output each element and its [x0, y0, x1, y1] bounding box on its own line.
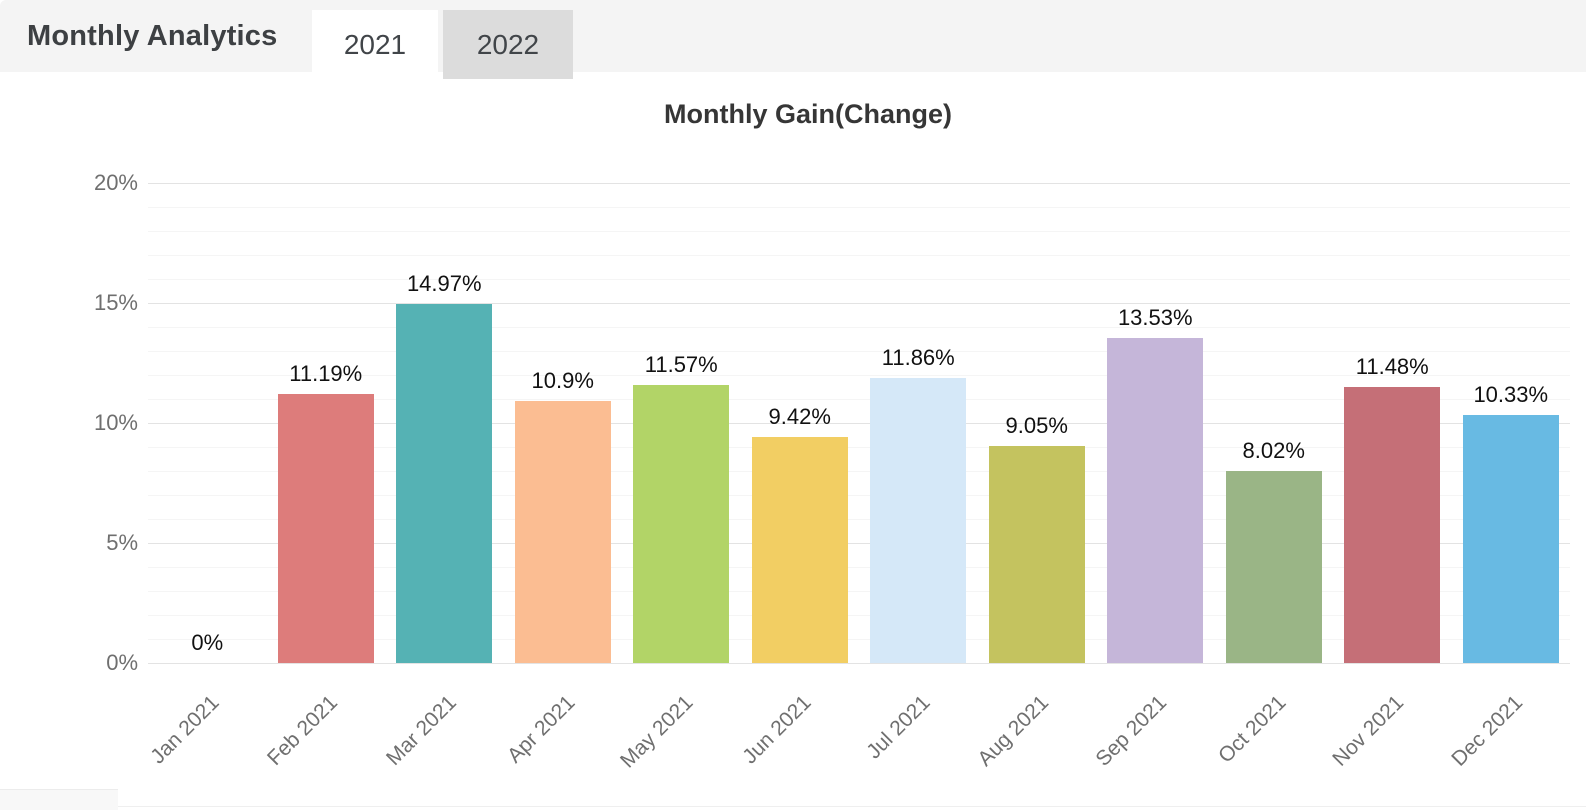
minor-gridline [148, 279, 1570, 280]
minor-gridline [148, 495, 1570, 496]
bar[interactable] [1344, 387, 1441, 663]
tab-2021[interactable]: 2021 [312, 10, 438, 79]
x-axis-tick-label: Nov 2021 [1328, 691, 1409, 771]
minor-gridline [148, 231, 1570, 232]
bar-value-label: 14.97% [406, 270, 482, 296]
y-axis-tick-label: 15% [93, 290, 138, 315]
minor-gridline [148, 447, 1570, 448]
bar[interactable] [1462, 415, 1559, 663]
major-gridline [148, 423, 1570, 424]
major-gridline [148, 303, 1570, 304]
minor-gridline [148, 351, 1570, 352]
bar-value-label: 10.9% [531, 368, 594, 394]
x-axis-tick-label: Mar 2021 [381, 691, 461, 770]
minor-gridline [148, 399, 1570, 400]
minor-gridline [148, 207, 1570, 208]
x-axis-tick-label: Jan 2021 [146, 691, 224, 769]
tab-2022[interactable]: 2022 [443, 10, 573, 79]
minor-gridline [148, 639, 1570, 640]
x-axis-tick-label: Jun 2021 [738, 691, 817, 769]
x-axis-tick-label: Jul 2021 [862, 691, 935, 764]
bar[interactable] [396, 303, 493, 663]
bar-value-label: 9.05% [1005, 412, 1068, 438]
bar[interactable] [870, 378, 967, 663]
bar-value-label: 11.86% [881, 345, 955, 371]
bar[interactable] [751, 436, 848, 663]
major-gridline [148, 663, 1570, 664]
x-axis-tick-label: Feb 2021 [262, 691, 343, 771]
bar[interactable] [1107, 338, 1204, 663]
minor-gridline [148, 519, 1570, 520]
bar[interactable] [1225, 470, 1322, 663]
x-axis-tick-label: May 2021 [616, 691, 698, 773]
x-axis-tick-label: Oct 2021 [1213, 691, 1291, 768]
minor-gridline [148, 471, 1570, 472]
bar-value-label: 0% [191, 630, 224, 655]
x-axis-tick-label: Aug 2021 [973, 691, 1054, 771]
page-title: Monthly Analytics [27, 19, 278, 52]
bar-value-label: 8.02% [1242, 437, 1305, 463]
bar-value-label: 11.57% [644, 352, 718, 378]
y-axis-tick-label: 10% [93, 410, 138, 435]
x-axis-tick-label: Apr 2021 [502, 691, 580, 768]
header-bar: Monthly Analytics [0, 0, 1586, 72]
chart-title: Monthly Gain(Change) [664, 99, 952, 129]
bar-value-label: 11.19% [289, 361, 363, 387]
bar[interactable] [988, 445, 1085, 663]
minor-gridline [148, 255, 1570, 256]
minor-gridline [148, 567, 1570, 568]
bar[interactable] [633, 385, 730, 663]
x-axis-tick-label: Sep 2021 [1091, 691, 1172, 771]
minor-gridline [148, 591, 1570, 592]
y-axis-tick-label: 0% [106, 650, 138, 675]
bar[interactable] [277, 394, 374, 663]
major-gridline [148, 543, 1570, 544]
bar-value-label: 13.53% [1117, 305, 1193, 331]
bar[interactable] [514, 401, 611, 663]
bar-value-label: 9.42% [768, 403, 831, 429]
bottom-divider [0, 806, 1586, 807]
bar-value-label: 11.48% [1355, 354, 1429, 380]
minor-gridline [148, 375, 1570, 376]
y-axis-tick-label: 20% [93, 170, 138, 195]
major-gridline [148, 183, 1570, 184]
y-axis-tick-label: 5% [106, 530, 138, 555]
minor-gridline [148, 327, 1570, 328]
bar-value-label: 10.33% [1473, 382, 1549, 408]
minor-gridline [148, 615, 1570, 616]
next-section-edge [0, 789, 118, 810]
x-axis-tick-label: Dec 2021 [1447, 691, 1528, 771]
